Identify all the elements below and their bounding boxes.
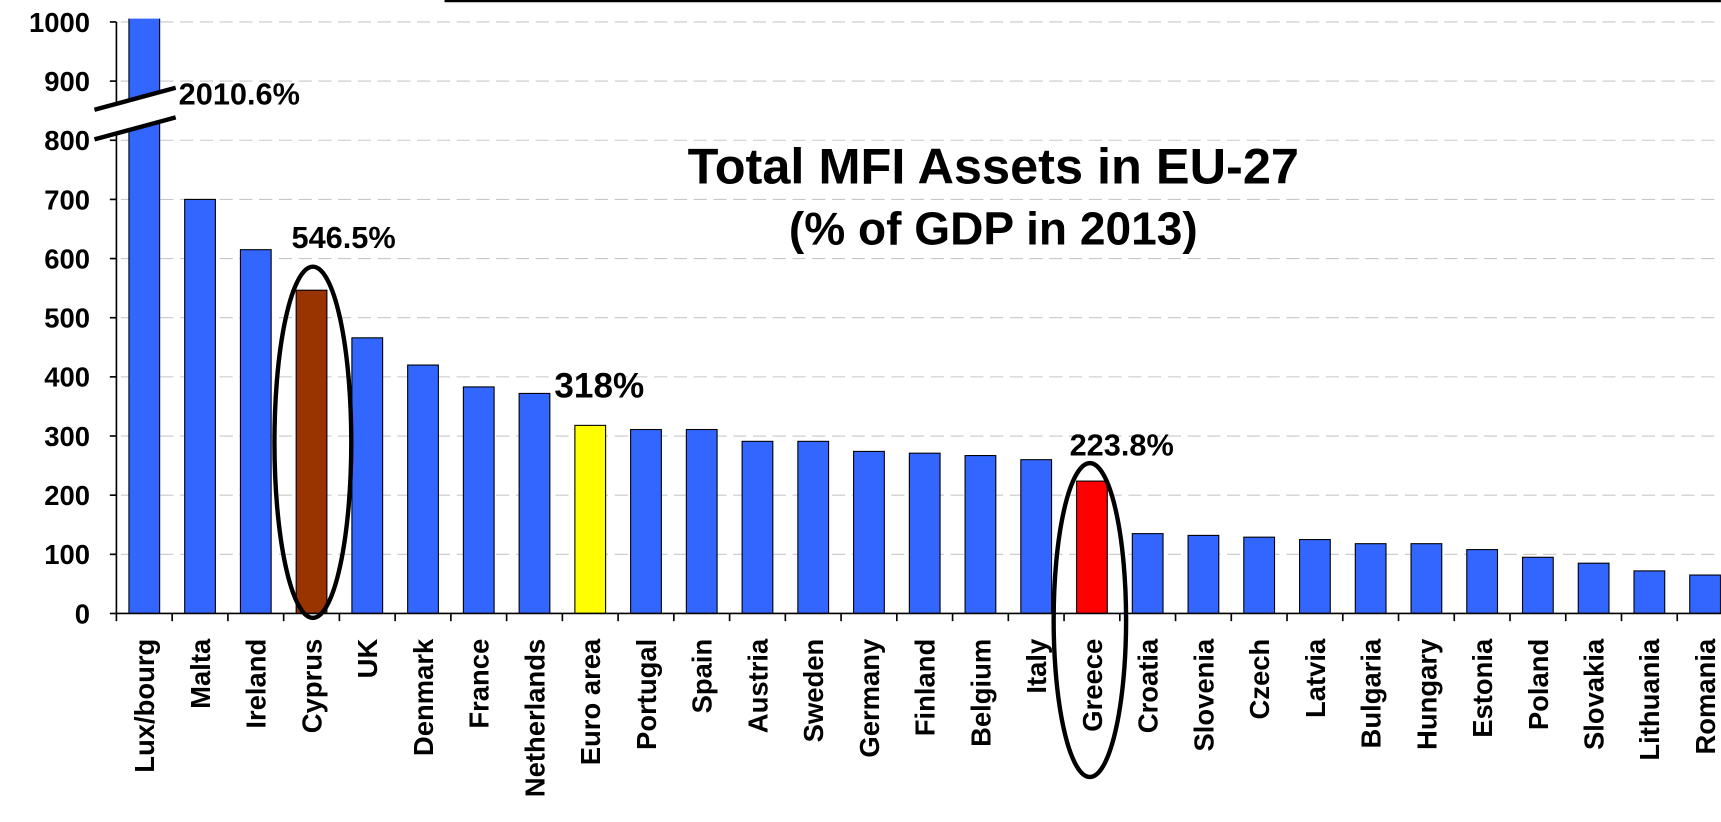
bar: [741, 440, 774, 615]
bar: [685, 428, 718, 615]
x-tick-label: Finland: [910, 639, 941, 737]
bar: [1633, 570, 1666, 615]
x-tick-label: Ireland: [241, 639, 272, 729]
highlight-ellipse: [272, 264, 354, 621]
bar: [407, 364, 439, 615]
x-tick-label: Lithuania: [1634, 638, 1665, 761]
bar: [518, 392, 551, 615]
bar: [1076, 480, 1108, 615]
bar: [630, 428, 662, 615]
x-tick-label: Sweden: [798, 639, 829, 743]
y-tick-label: 800: [44, 125, 90, 156]
bar: [1298, 538, 1331, 615]
y-tick-label: 400: [44, 362, 90, 393]
x-tick-label: Bulgaria: [1356, 638, 1387, 748]
x-tick-label: Estonia: [1467, 638, 1498, 738]
x-tick-label: France: [464, 639, 495, 729]
x-tick-label: Euro area: [575, 638, 606, 765]
x-tick-label: Slovenia: [1188, 638, 1219, 752]
y-tick-label: 600: [44, 243, 90, 274]
x-tick-label: Portugal: [631, 639, 662, 750]
bar: [797, 440, 830, 615]
y-tick-label: 200: [44, 480, 90, 511]
bar: [1131, 533, 1164, 615]
x-tick-label: UK: [352, 639, 383, 679]
bar: [239, 249, 272, 615]
y-tick-label: 0: [75, 598, 90, 629]
chart-title: Total MFI Assets in EU-27: [688, 137, 1299, 194]
x-tick-label: Germany: [854, 638, 885, 758]
bar: [1187, 534, 1220, 615]
bar: [1243, 536, 1276, 615]
bar: [574, 424, 607, 615]
bar: [1466, 549, 1499, 615]
x-tick-label: Belgium: [965, 639, 996, 747]
x-tick-label: Italy: [1021, 638, 1052, 694]
value-label: 2010.6%: [179, 76, 300, 111]
x-tick-label: Cyprus: [296, 639, 327, 733]
x-tick-label: Latvia: [1300, 638, 1331, 718]
y-tick-label: 1000: [29, 7, 90, 38]
axis-break: [93, 115, 177, 142]
bar: [1689, 574, 1721, 615]
x-tick-label: Croatia: [1133, 638, 1164, 733]
bar: [1020, 459, 1053, 615]
bar: [295, 289, 328, 615]
x-tick-label: Spain: [687, 639, 718, 714]
value-label: 318%: [554, 366, 644, 405]
x-tick-label: Lux/bourg: [129, 639, 160, 773]
x-tick-label: Denmark: [408, 638, 439, 756]
bar: [1577, 562, 1610, 615]
x-tick-label: Greece: [1077, 639, 1108, 732]
y-tick-label: 700: [44, 184, 90, 215]
axis-break-gap: [94, 87, 176, 140]
chart-subtitle: (% of GDP in 2013): [789, 203, 1198, 255]
bar: [853, 450, 885, 615]
x-tick-label: Netherlands: [519, 639, 550, 797]
bar: [964, 454, 997, 615]
value-label: 546.5%: [292, 220, 396, 255]
x-tick-label: Slovakia: [1579, 638, 1610, 750]
bar: [184, 198, 216, 615]
bar: [351, 337, 384, 615]
bar: [1521, 556, 1554, 615]
x-tick-label: Romania: [1690, 638, 1721, 755]
bar: [1410, 543, 1443, 615]
value-label: 223.8%: [1070, 427, 1174, 462]
y-tick-label: 100: [44, 539, 90, 570]
y-tick-label: 900: [44, 66, 90, 97]
y-tick-label: 300: [44, 421, 90, 452]
x-tick-label: Hungary: [1411, 638, 1442, 750]
bar: [1354, 543, 1387, 615]
x-tick-label: Austria: [742, 638, 773, 733]
bar: [908, 452, 941, 615]
highlight-ellipse: [1051, 460, 1129, 780]
bar: [462, 386, 495, 615]
x-tick-label: Malta: [185, 638, 216, 709]
y-tick-label: 500: [44, 303, 90, 334]
axis-break: [93, 85, 177, 112]
x-tick-label: Poland: [1523, 639, 1554, 730]
x-tick-label: Czech: [1244, 639, 1275, 720]
